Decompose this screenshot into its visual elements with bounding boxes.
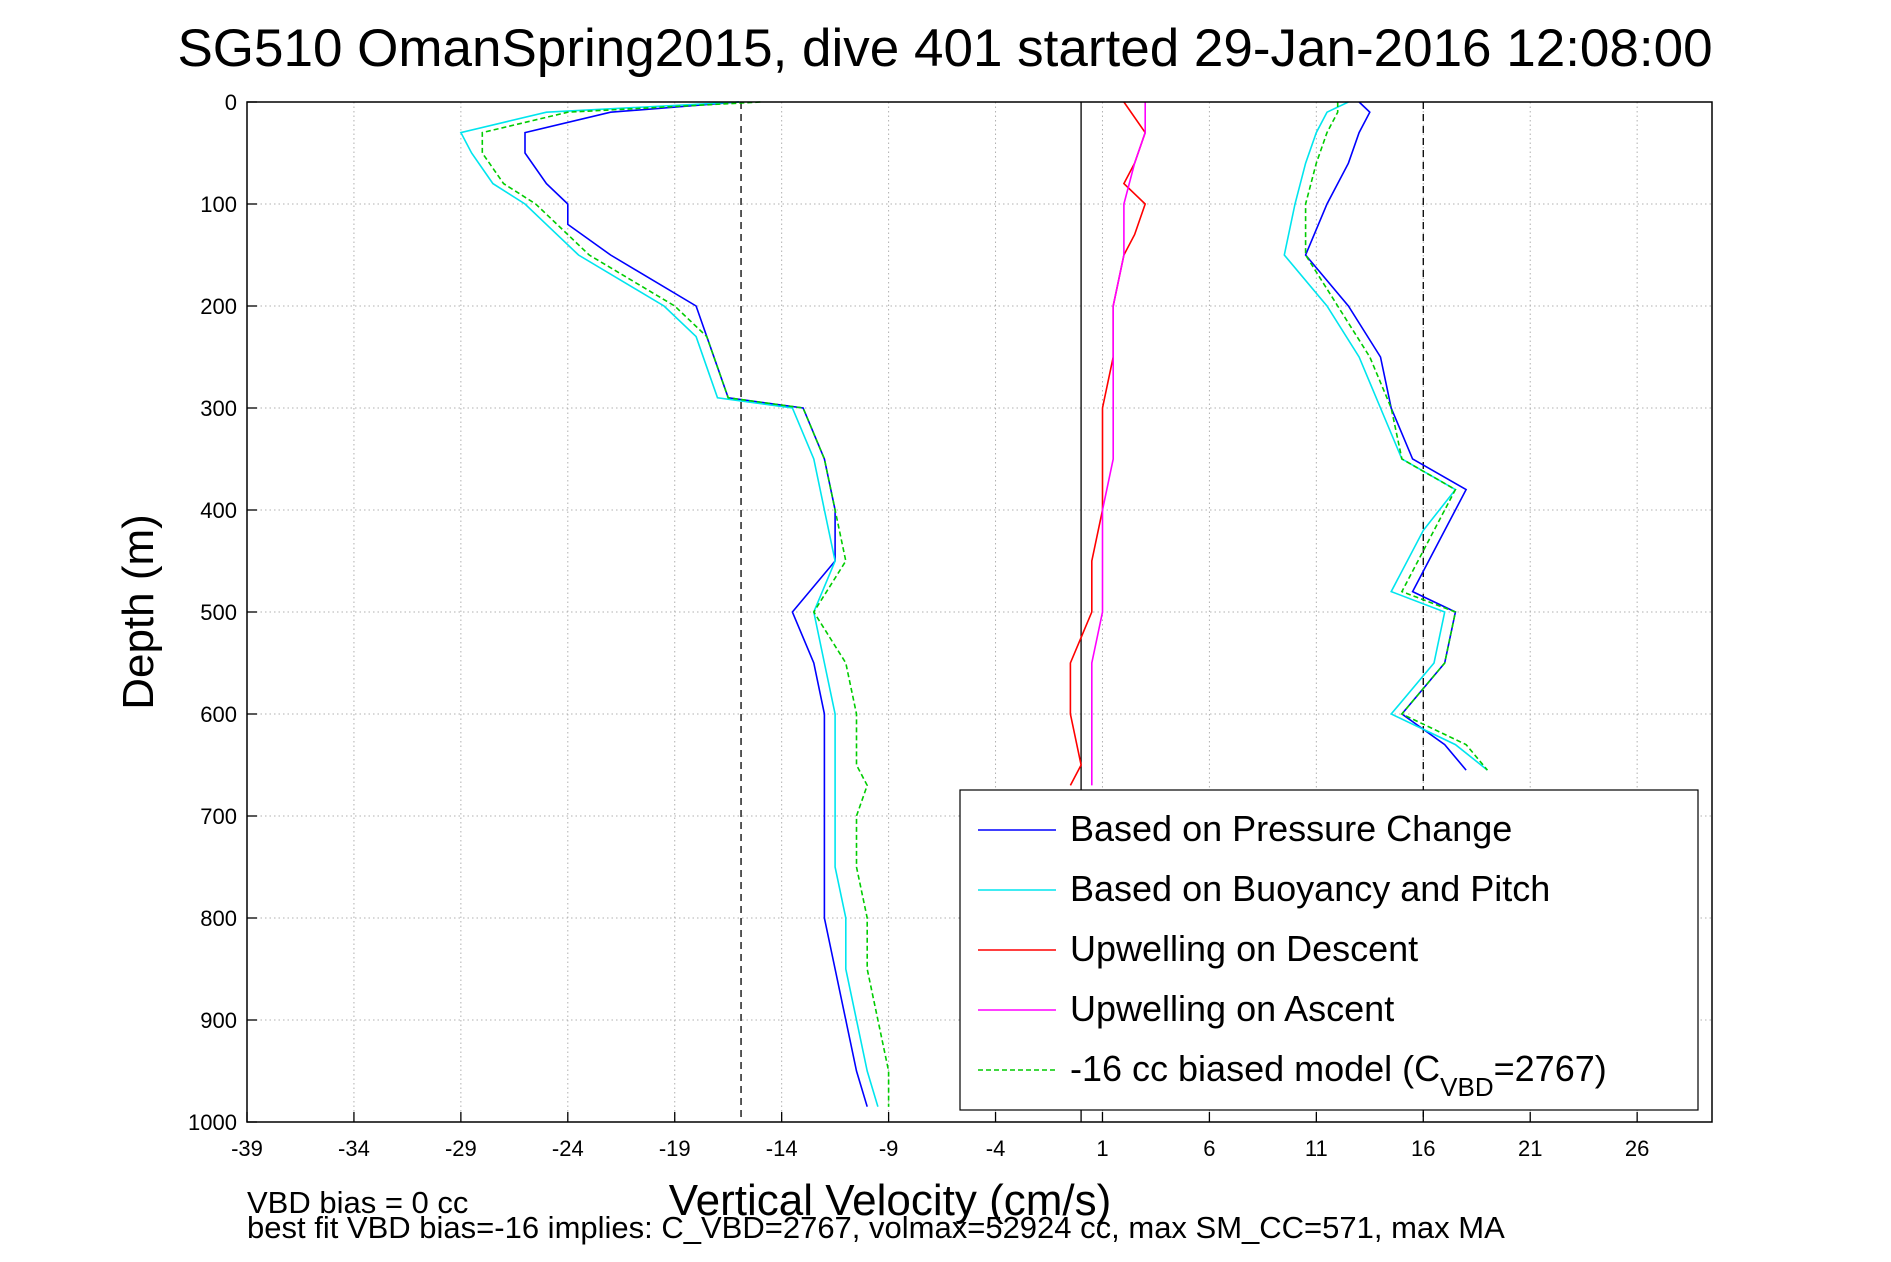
y-axis-ticks: 0 100 200 300 400 500 600 700 800 900 1000 [188,90,257,1135]
y-tick-label: 900 [200,1008,237,1033]
legend-label-2: Upwelling on Descent [1070,928,1418,969]
x-tick-label: -34 [338,1136,370,1161]
x-tick-label: -4 [986,1136,1006,1161]
y-tick-label: 700 [200,804,237,829]
chart-title: SG510 OmanSpring2015, dive 401 started 2… [177,19,1712,78]
x-tick-label: 6 [1203,1136,1215,1161]
vbd-bias-note: VBD bias = 0 cc [247,1185,469,1220]
legend-label-1: Based on Buoyancy and Pitch [1070,868,1550,909]
x-tick-label: 11 [1305,1136,1328,1161]
x-tick-label: 26 [1625,1136,1649,1161]
y-tick-label: 200 [200,294,237,319]
y-tick-label: 1000 [188,1110,237,1135]
y-tick-label: 800 [200,906,237,931]
series-line-3 [1091,102,1146,786]
x-tick-label: -9 [879,1136,899,1161]
x-tick-label: -14 [766,1136,798,1161]
legend-box [959,789,1699,1111]
series-line-0 [1304,101,1468,771]
y-axis-label: Depth (m) [114,514,163,710]
x-tick-label: 21 [1518,1136,1542,1161]
series-line-4 [481,101,890,1107]
y-tick-label: 0 [225,90,237,115]
legend: Based on Pressure Change Based on Buoyanc… [959,789,1699,1111]
y-tick-label: 300 [200,396,237,421]
x-tick-label: 16 [1411,1136,1435,1161]
best-fit-note: best fit VBD bias=-16 implies: C_VBD=276… [247,1210,1505,1245]
y-tick-label: 100 [200,192,237,217]
series-line-2 [1069,101,1147,786]
series-line-0 [524,101,868,1107]
x-tick-label: -19 [659,1136,691,1161]
series-line-4 [1304,102,1489,771]
x-tick-label: 1 [1096,1136,1108,1161]
legend-label-0: Based on Pressure Change [1070,808,1512,849]
y-tick-label: 600 [200,702,237,727]
x-axis-label: Vertical Velocity (cm/s) [669,1176,1112,1225]
series-layer [459,101,1489,1107]
y-tick-label: 500 [200,600,237,625]
y-tick-label: 400 [200,498,237,523]
series-line-1 [1283,101,1488,771]
series-line-1 [459,101,879,1107]
legend-label-4: -16 cc biased model (CVBD=2767) [1070,1048,1607,1102]
x-tick-label: -29 [445,1136,477,1161]
x-tick-label: -39 [231,1136,263,1161]
x-axis-ticks: -39 -34 -29 -24 -19 -14 -9 -4 1 6 11 16 21 26 [231,1112,1649,1161]
x-tick-label: -24 [552,1136,584,1161]
legend-label-3: Upwelling on Ascent [1070,988,1394,1029]
